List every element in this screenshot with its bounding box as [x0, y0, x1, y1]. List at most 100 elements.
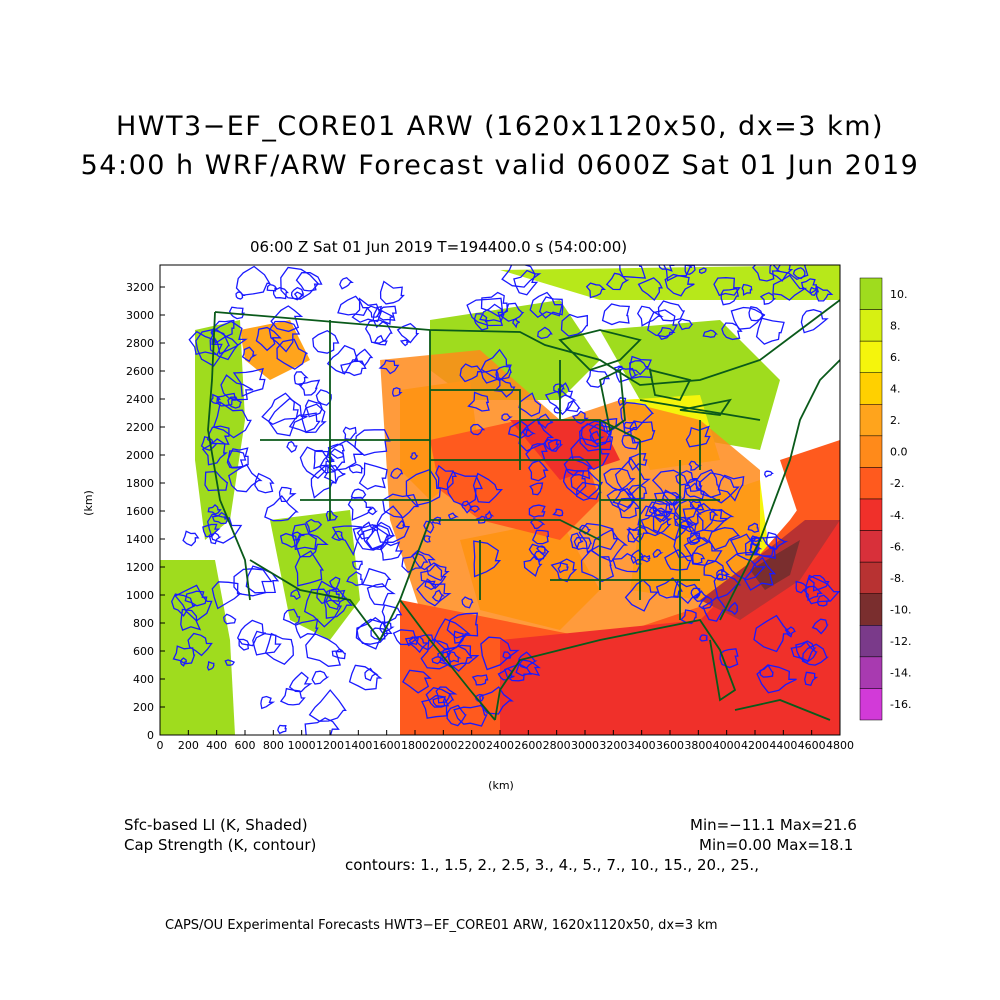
contour-line [379, 621, 395, 634]
x-tick-label: 3000 [571, 739, 599, 752]
shade-min-li [750, 540, 800, 590]
contour-line [530, 518, 546, 529]
x-tick-label: 600 [235, 739, 256, 752]
contour-line [294, 550, 324, 587]
lake-huron [648, 368, 692, 402]
contour-line [350, 488, 367, 499]
contour-line [744, 536, 778, 559]
contour-line [378, 359, 400, 375]
contour-line [528, 459, 549, 482]
contour-line [404, 636, 419, 647]
contour-line [392, 629, 420, 646]
contour-line [585, 282, 607, 299]
contour-line [708, 527, 741, 551]
contour-line [586, 369, 611, 388]
contour-line [409, 451, 419, 460]
footer-credit: CAPS/OU Experimental Forecasts HWT3−EF_C… [165, 918, 718, 933]
x-tick-label: 2800 [543, 739, 571, 752]
contour-line [431, 589, 445, 603]
atlantic-coast [719, 359, 840, 621]
contour-line [303, 588, 343, 628]
contour-line [351, 297, 383, 323]
contour-line [245, 565, 280, 594]
contour-line [207, 513, 243, 544]
contour-line [467, 391, 490, 412]
contour-line [538, 296, 564, 319]
contour-line [469, 505, 481, 513]
contour-line [719, 648, 739, 669]
state-line [430, 389, 521, 470]
contour-line [339, 276, 354, 290]
contour-line [536, 326, 553, 340]
contour-line [570, 532, 584, 550]
contour-line [392, 387, 403, 397]
contour-line [401, 552, 429, 573]
contour-line [473, 313, 489, 331]
contour-line [222, 613, 237, 625]
contour-line [254, 472, 275, 494]
contour-field-label: Cap Strength (K, contour) [124, 836, 317, 854]
contour-line [811, 618, 829, 635]
contour-line [729, 533, 761, 555]
contour-line [565, 399, 581, 413]
contour-line [518, 418, 555, 452]
contour-line [816, 594, 832, 607]
contour-line [286, 440, 298, 453]
contour-line [815, 285, 834, 302]
contour-line [749, 536, 775, 557]
contour-line [713, 277, 741, 297]
y-tick-label: 2400 [126, 393, 154, 406]
contour-line [280, 266, 320, 300]
contour-line [331, 530, 345, 541]
contour-line [235, 265, 271, 296]
contour-line [290, 588, 301, 601]
contour-line [459, 363, 483, 383]
contour-line [379, 541, 403, 561]
contour-line [327, 443, 345, 459]
contour-line [675, 470, 699, 486]
x-axis-label: (km) [488, 779, 514, 792]
contour-line [475, 515, 487, 524]
contour-line [311, 670, 330, 685]
contour-line [441, 644, 480, 668]
contour-line [435, 686, 458, 704]
contour-line [680, 609, 697, 625]
shade-atlantic-red [780, 440, 840, 520]
contour-line [420, 563, 447, 590]
contour-line [766, 531, 789, 551]
lake-michigan [598, 368, 626, 432]
contour-line [702, 329, 718, 338]
contour-line [362, 521, 395, 551]
contour-line [266, 283, 278, 292]
contour-line [605, 272, 630, 291]
contour-line [702, 596, 728, 622]
contour-line [361, 567, 392, 588]
contour-line [699, 634, 708, 642]
contour-line [499, 302, 525, 322]
y-tick-label: 1200 [126, 561, 154, 574]
contour-line [453, 630, 467, 644]
contour-line [433, 618, 471, 650]
contour-line [208, 532, 222, 545]
contour-line [313, 449, 336, 470]
contour-line [420, 639, 452, 670]
colorbar-swatch [859, 277, 883, 310]
x-axis: 0 200 400 600 800 1000 1200 1400 1600 1800 2000 220… [157, 730, 854, 752]
contour-line [664, 273, 695, 297]
gulf-coast [494, 618, 737, 721]
lake-superior [558, 329, 642, 372]
contour-line [480, 636, 520, 671]
contour-line [807, 574, 830, 592]
contour-line [755, 317, 785, 345]
x-tick-label: 1800 [401, 739, 429, 752]
colorbar-label: -4. [890, 509, 904, 522]
contour-line [696, 508, 729, 532]
x-tick-label: 2000 [429, 739, 457, 752]
contour-line [381, 604, 403, 625]
contour-line [331, 648, 346, 660]
contour-line [652, 511, 693, 541]
x-tick-label: 800 [263, 739, 284, 752]
contour-line [325, 510, 339, 522]
contour-line [448, 651, 462, 663]
